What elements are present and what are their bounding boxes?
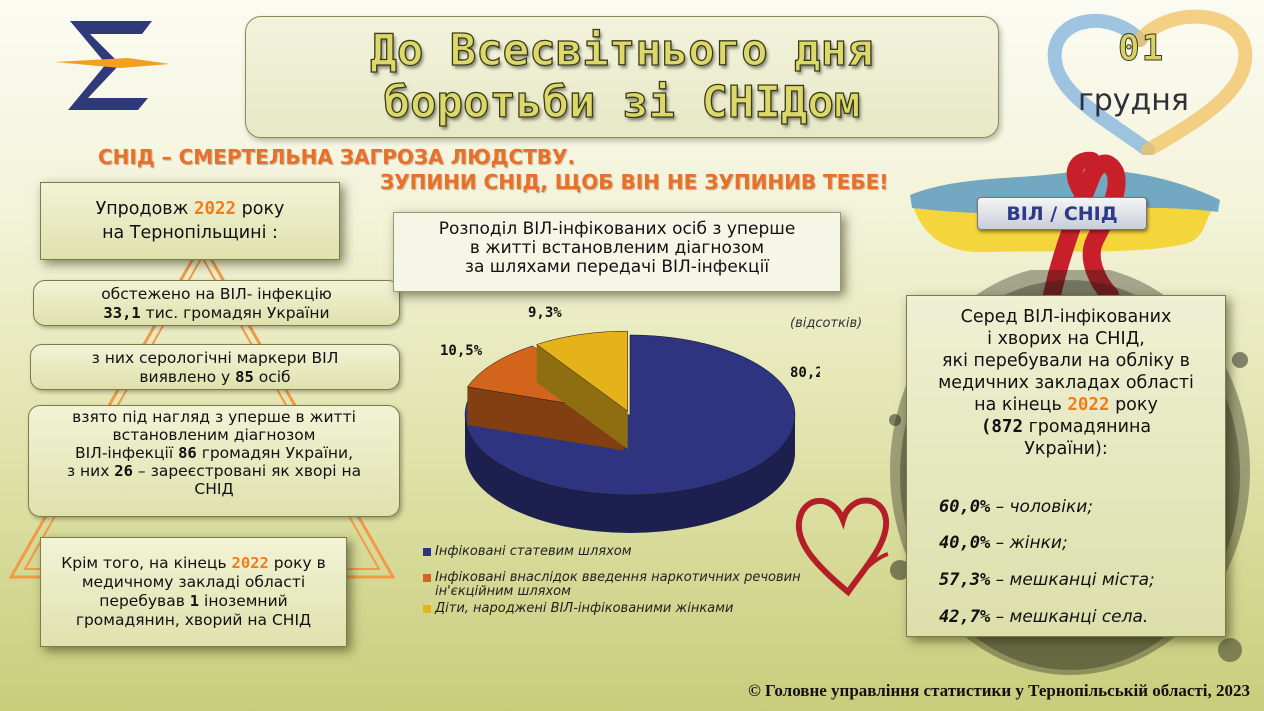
registered-panel: Серед ВІЛ-інфікованих і хворих на СНІД, … (906, 295, 1226, 637)
markers-panel: з них серологічні маркери ВІЛ виявлено у… (30, 344, 400, 390)
registered-count: (872 (980, 417, 1024, 437)
markers-text: з них серологічні маркери ВІЛ (91, 349, 339, 367)
chart-legend: Інфіковані статевим шляхом Інфіковані вн… (423, 545, 863, 628)
stat-city-label: – мешканці міста; (990, 570, 1155, 590)
intro-region: на Тернопільщині : (102, 223, 278, 243)
hiv-aids-badge: ВІЛ / СНІД (977, 197, 1147, 230)
foreigner-text-3: медичному закладі області (81, 573, 306, 591)
legend-item-sexual: Інфіковані статевим шляхом (423, 545, 863, 559)
foreigner-text-4: перебував (99, 592, 190, 610)
stat-city: 57,3% – мешканці міста; (939, 569, 1155, 591)
stat-men: 60,0% – чоловіки; (939, 496, 1093, 518)
title-line-2: боротьби зі СНІДом (383, 76, 861, 128)
foreigner-number: 1 (189, 592, 200, 610)
foreigner-text-1: Крім того, на кінець (61, 554, 232, 572)
chart-unit-note: (відсотків) (790, 316, 863, 331)
foreigner-text-5: іноземний (199, 592, 288, 610)
stat-women-value: 40,0% (939, 533, 991, 553)
chart-title-line-3: за шляхами передачі ВІЛ-інфекції (464, 257, 770, 277)
foreigner-year: 2022 (231, 554, 269, 572)
red-heart-icon (795, 497, 890, 597)
stat-men-value: 60,0% (939, 497, 991, 517)
registered-line-4: медичних закладах області (938, 373, 1194, 393)
foreigner-text-6: громадянин, хворий на СНІД (75, 611, 312, 629)
markers-text-2: виявлено у (139, 368, 236, 386)
legend-label-1: Інфіковані статевим шляхом (435, 544, 632, 559)
pie-value-label-2: 9,3% (528, 305, 562, 321)
registered-year: 2022 (1067, 395, 1110, 415)
supervision-text-1: взято під нагляд з уперше в житті (72, 408, 356, 426)
pie-slice-wall-1 (467, 386, 624, 451)
tested-text: обстежено на ВІЛ- інфекцію (101, 285, 332, 303)
registered-line-5b: року (1109, 395, 1158, 415)
supervision-text-7: СНІД (194, 480, 234, 498)
slogan-line-1: СНІД – СМЕРТЕЛЬНА ЗАГРОЗА ЛЮДСТВУ. (98, 145, 576, 169)
supervision-text-6: – зареєстровані як хворі на (132, 462, 362, 480)
pie-value-label-1: 10,5% (440, 343, 483, 359)
tested-number: 33,1 (103, 304, 141, 322)
legend-label-2b: ін'єкційним шляхом (435, 584, 571, 599)
footer-copyright: © Головне управління статистики у Терноп… (748, 681, 1250, 700)
date-day: 01 (1117, 28, 1166, 70)
legend-label-3: Діти, народжені ВІЛ-інфікованими жінками (435, 601, 734, 616)
legend-label-2a: Інфіковані внаслідок введення наркотични… (435, 570, 801, 585)
date-month: грудня (1078, 83, 1189, 118)
pie-side-0 (465, 415, 795, 533)
pie-slice-wall-2 (536, 344, 628, 450)
intro-year: 2022 (193, 199, 237, 219)
pie-slice-top-2 (536, 330, 628, 412)
pie-chart: 80,2% 10,5% 9,3% (440, 305, 820, 533)
supervision-text-4: громадян України, (196, 444, 354, 462)
chart-title-line-2: в житті встановленим діагнозом (469, 238, 765, 258)
stat-women: 40,0% – жінки; (939, 532, 1068, 554)
legend-item-injection: Інфіковані внаслідок введення наркотични… (423, 571, 863, 599)
intro-panel: Упродовж 2022 року на Тернопільщині : (40, 182, 340, 260)
chart-title: Розподіл ВІЛ-інфікованих осіб з уперше в… (393, 212, 841, 292)
registered-line-5: на кінець (974, 395, 1068, 415)
chart-title-line-1: Розподіл ВІЛ-інфікованих осіб з уперше (438, 219, 796, 239)
stat-city-value: 57,3% (939, 570, 991, 590)
tested-panel: обстежено на ВІЛ- інфекцію 33,1 тис. гро… (33, 280, 400, 326)
registered-line-3: які перебували на обліку в (942, 351, 1190, 371)
title-line-1: До Всесвітнього дня (370, 24, 875, 76)
stat-men-label: – чоловіки; (990, 497, 1093, 517)
supervision-number: 86 (178, 444, 197, 462)
registered-line-6: громадянина (1023, 417, 1152, 437)
markers-unit: осіб (253, 368, 291, 386)
foreigner-text-2: року в (268, 554, 326, 572)
registered-line-1: Серед ВІЛ-інфікованих (960, 307, 1172, 327)
stat-village: 42,7% – мешканці села. (939, 606, 1148, 628)
registered-line-2: і хворих на СНІД, (987, 329, 1145, 349)
intro-text-2: року (236, 199, 285, 219)
title-banner: До Всесвітнього дня боротьби зі СНІДом (245, 16, 999, 138)
stat-village-label: – мешканці села. (990, 607, 1149, 627)
heart-outline-icon (1047, 9, 1253, 155)
foreigner-panel: Крім того, на кінець 2022 року в медично… (40, 537, 347, 647)
supervision-text-2: встановленим діагнозом (112, 426, 316, 444)
markers-number: 85 (235, 368, 254, 386)
sigma-logo-icon (55, 21, 170, 110)
stat-village-value: 42,7% (939, 607, 991, 627)
registered-line-7: України): (1024, 439, 1108, 459)
tested-unit: тис. громадян України (140, 304, 330, 322)
supervision-panel: взято під нагляд з уперше в житті встано… (28, 405, 400, 517)
pie-value-label-0: 80,2% (790, 365, 820, 381)
supervision-text-3: ВІЛ-інфекції (74, 444, 179, 462)
pie-slice-0 (464, 334, 796, 496)
intro-text: Упродовж (95, 199, 194, 219)
aids-number: 26 (114, 462, 133, 480)
pie-slice-2 (536, 330, 628, 450)
legend-item-children: Діти, народжені ВІЛ-інфікованими жінками (423, 602, 863, 616)
stat-women-label: – жінки; (990, 533, 1068, 553)
legend-swatch-yellow (423, 605, 431, 613)
slogan-line-2: ЗУПИНИ СНІД, ЩОБ ВІН НЕ ЗУПИНИВ ТЕБЕ! (380, 170, 889, 194)
legend-swatch-orange (423, 574, 431, 582)
pie-slice-top-0 (464, 334, 796, 496)
supervision-text-5: з них (66, 462, 115, 480)
legend-swatch-navy (423, 548, 431, 556)
